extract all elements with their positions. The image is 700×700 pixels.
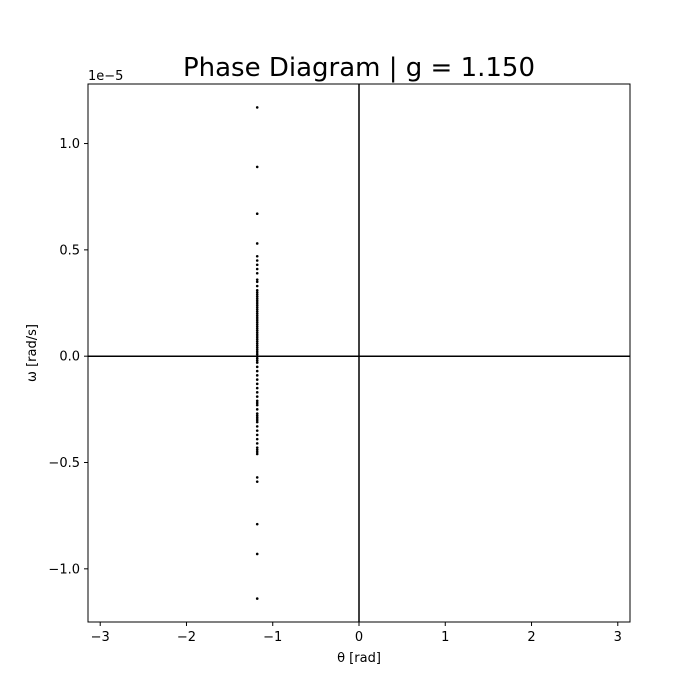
- data-point: [255, 416, 259, 420]
- data-point: [255, 446, 259, 449]
- data-point: [255, 418, 259, 422]
- data-point: [255, 242, 259, 245]
- data-point: [255, 312, 259, 315]
- data-point: [255, 314, 259, 318]
- data-point: [255, 433, 259, 437]
- data-point: [255, 348, 259, 352]
- data-point: [255, 442, 259, 445]
- data-point: [255, 333, 259, 337]
- data-point: [255, 299, 259, 303]
- data-point: [255, 395, 259, 398]
- data-point: [255, 340, 259, 343]
- data-point: [255, 335, 259, 339]
- data-point: [255, 106, 259, 109]
- data-point: [255, 597, 259, 600]
- data-point: [255, 301, 259, 305]
- chart-title: Phase Diagram | g = 1.150: [183, 53, 535, 83]
- data-point: [255, 331, 259, 335]
- data-point: [255, 412, 259, 415]
- y-tick-label: 0.5: [59, 243, 80, 258]
- data-point: [255, 284, 259, 288]
- data-point: [255, 414, 259, 418]
- data-point: [255, 344, 259, 347]
- data-point: [255, 342, 259, 345]
- data-point: [255, 297, 259, 301]
- data-point: [255, 399, 259, 403]
- data-point: [255, 165, 259, 169]
- data-point: [255, 354, 259, 358]
- data-point: [255, 552, 259, 556]
- data-point: [255, 337, 259, 341]
- data-points: [255, 106, 259, 600]
- x-axis-label: θ [rad]: [337, 651, 381, 666]
- data-point: [255, 429, 259, 432]
- data-point: [255, 448, 259, 452]
- x-tick-label: 3: [614, 630, 622, 645]
- data-point: [255, 310, 259, 313]
- reference-lines: [88, 84, 630, 622]
- data-point: [255, 295, 259, 298]
- data-point: [255, 291, 259, 294]
- data-point: [255, 452, 259, 456]
- data-point: [255, 280, 259, 284]
- x-tick-label: 2: [527, 630, 535, 645]
- data-point: [255, 293, 259, 296]
- data-point: [255, 263, 259, 267]
- data-point: [255, 476, 259, 479]
- data-point: [255, 382, 259, 386]
- data-point: [255, 378, 259, 381]
- data-point: [255, 303, 259, 307]
- data-point: [255, 408, 259, 411]
- data-point: [255, 271, 259, 275]
- data-point: [255, 386, 259, 390]
- y-tick-label: 0.0: [59, 350, 80, 365]
- data-point: [255, 420, 259, 424]
- x-axis-ticks: −3 −2 −1 0 1 2 3: [91, 622, 622, 645]
- data-point: [255, 401, 259, 405]
- data-point: [255, 450, 259, 454]
- y-axis-ticks: −1.0 −0.5 0.0 0.5 1.0: [48, 137, 88, 577]
- data-point: [255, 346, 259, 349]
- x-tick-label: −1: [263, 630, 282, 645]
- data-point: [255, 522, 259, 526]
- data-point: [255, 369, 259, 373]
- y-axis-offset-label: 1e−5: [88, 69, 123, 84]
- data-point: [255, 480, 259, 483]
- data-point: [255, 212, 259, 216]
- x-tick-label: 0: [355, 630, 363, 645]
- data-point: [255, 403, 259, 407]
- data-point: [255, 361, 259, 364]
- data-point: [255, 267, 259, 271]
- y-axis-label: ω [rad/s]: [25, 324, 40, 382]
- data-point: [255, 259, 259, 262]
- data-point: [255, 320, 259, 324]
- data-point: [255, 325, 259, 328]
- data-point: [255, 318, 259, 322]
- data-point: [255, 305, 259, 309]
- data-point: [255, 350, 259, 354]
- data-point: [255, 254, 259, 258]
- x-tick-label: −3: [91, 630, 110, 645]
- data-point: [255, 425, 259, 428]
- data-point: [255, 322, 259, 326]
- y-tick-label: 1.0: [59, 137, 80, 152]
- x-tick-label: 1: [441, 630, 449, 645]
- data-point: [255, 359, 259, 362]
- x-tick-label: −2: [177, 630, 196, 645]
- y-tick-label: −1.0: [48, 562, 80, 577]
- data-point: [255, 352, 259, 356]
- y-tick-label: −0.5: [48, 456, 80, 471]
- data-point: [255, 391, 259, 394]
- data-point: [255, 327, 259, 330]
- data-point: [255, 308, 259, 311]
- data-point: [255, 316, 259, 320]
- data-point: [255, 329, 259, 332]
- data-point: [255, 288, 259, 292]
- data-point: [255, 374, 259, 377]
- data-point: [255, 437, 259, 441]
- data-point: [255, 365, 259, 369]
- data-point: [255, 278, 259, 281]
- data-point: [255, 357, 259, 360]
